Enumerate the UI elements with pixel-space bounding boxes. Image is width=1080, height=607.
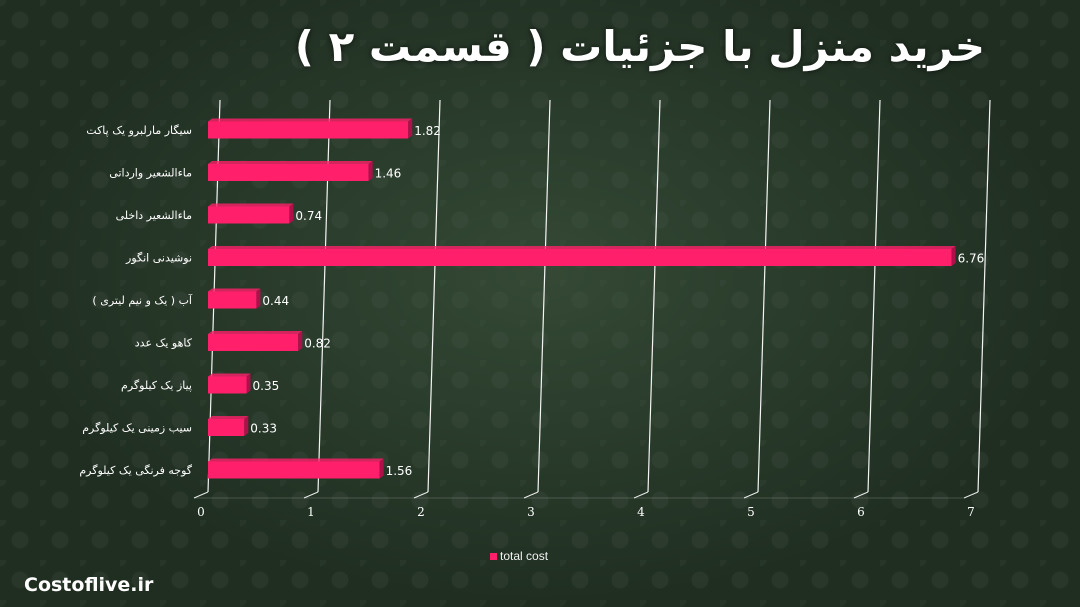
bar-top xyxy=(208,331,303,334)
grid-layer xyxy=(193,99,991,499)
data-label: 0.82 xyxy=(304,337,331,351)
bar-top xyxy=(208,203,294,207)
bar-end xyxy=(951,246,956,266)
data-label: 0.74 xyxy=(295,209,322,223)
gridline xyxy=(647,99,661,493)
category-label: ماءالشعیر داخلی xyxy=(116,209,193,222)
gridline-foot xyxy=(523,491,539,499)
bar xyxy=(208,206,290,224)
bar-end xyxy=(408,118,413,139)
gridline-foot xyxy=(303,491,319,499)
bar xyxy=(208,164,369,181)
legend-label: total cost xyxy=(500,549,549,563)
legend-swatch xyxy=(490,552,497,560)
data-label: 1.56 xyxy=(386,464,413,478)
gridline-foot xyxy=(633,491,649,499)
bar xyxy=(208,419,245,436)
gridline-foot xyxy=(193,491,209,499)
bar-end xyxy=(246,373,251,394)
bar xyxy=(208,334,299,351)
gridline xyxy=(537,99,551,493)
data-label: 1.82 xyxy=(414,124,441,138)
gridline-foot xyxy=(853,491,869,499)
bar-end xyxy=(256,288,261,309)
bar-end xyxy=(298,331,303,351)
gridline xyxy=(317,99,331,493)
x-tick-label: 2 xyxy=(417,505,425,519)
x-tick-label: 1 xyxy=(307,505,315,519)
bar-end xyxy=(289,203,294,224)
data-label: 1.46 xyxy=(375,167,402,181)
gridline-foot xyxy=(743,491,759,499)
bars-layer xyxy=(208,118,956,479)
gridline-foot xyxy=(413,491,429,499)
category-label: نوشیدنی انگور xyxy=(125,252,192,265)
bar-top xyxy=(208,246,956,249)
gridline-foot xyxy=(963,491,979,499)
bar-end xyxy=(368,161,373,181)
gridline xyxy=(427,99,441,493)
bar xyxy=(208,291,257,309)
bar-end xyxy=(244,416,249,436)
chart-title: خرید منزل با جزئیات ( قسمت ۲ ) xyxy=(294,22,985,71)
data-label: 0.35 xyxy=(253,379,280,393)
gridline xyxy=(867,99,881,493)
bar-top xyxy=(208,373,251,377)
data-label: 6.76 xyxy=(958,252,985,266)
bar-top xyxy=(208,118,413,122)
bar-top xyxy=(208,416,249,419)
bar xyxy=(208,121,409,139)
category-label: گوجه فرنگی یک کیلوگرم xyxy=(79,464,192,477)
bar xyxy=(208,376,247,394)
data-label: 0.33 xyxy=(250,422,277,436)
gridline xyxy=(757,99,771,493)
bar-end xyxy=(379,458,384,479)
bar-top xyxy=(208,288,261,292)
bar xyxy=(208,461,380,479)
labels-layer: 0 1 2 3 4 5 6 7 سیگار مارلبرو یک پاکت 1.82 ماءالشع… xyxy=(79,124,984,519)
x-tick-label: 3 xyxy=(527,505,535,519)
watermark: Costoflive.ir xyxy=(24,574,154,596)
x-tick-label: 5 xyxy=(747,505,755,519)
gridline xyxy=(977,99,991,493)
x-tick-label: 7 xyxy=(967,505,975,519)
category-label: آب ( یک و نیم لیتری ) xyxy=(92,293,193,307)
category-label: سیگار مارلبرو یک پاکت xyxy=(86,124,192,137)
category-label: ماءالشعیر وارداتی xyxy=(109,167,192,180)
category-label: سیب زمینی یک کیلوگرم xyxy=(82,422,192,435)
legend: total cost xyxy=(490,549,548,563)
category-label: کاهو یک عدد xyxy=(135,337,193,350)
bar xyxy=(208,249,952,266)
bar-top xyxy=(208,458,384,462)
category-label: پیاز یک کیلوگرم xyxy=(121,379,192,392)
bar-top xyxy=(208,161,373,164)
x-tick-label: 6 xyxy=(857,505,865,519)
x-tick-label: 0 xyxy=(197,505,205,519)
data-label: 0.44 xyxy=(262,294,289,308)
x-tick-label: 4 xyxy=(637,505,645,519)
